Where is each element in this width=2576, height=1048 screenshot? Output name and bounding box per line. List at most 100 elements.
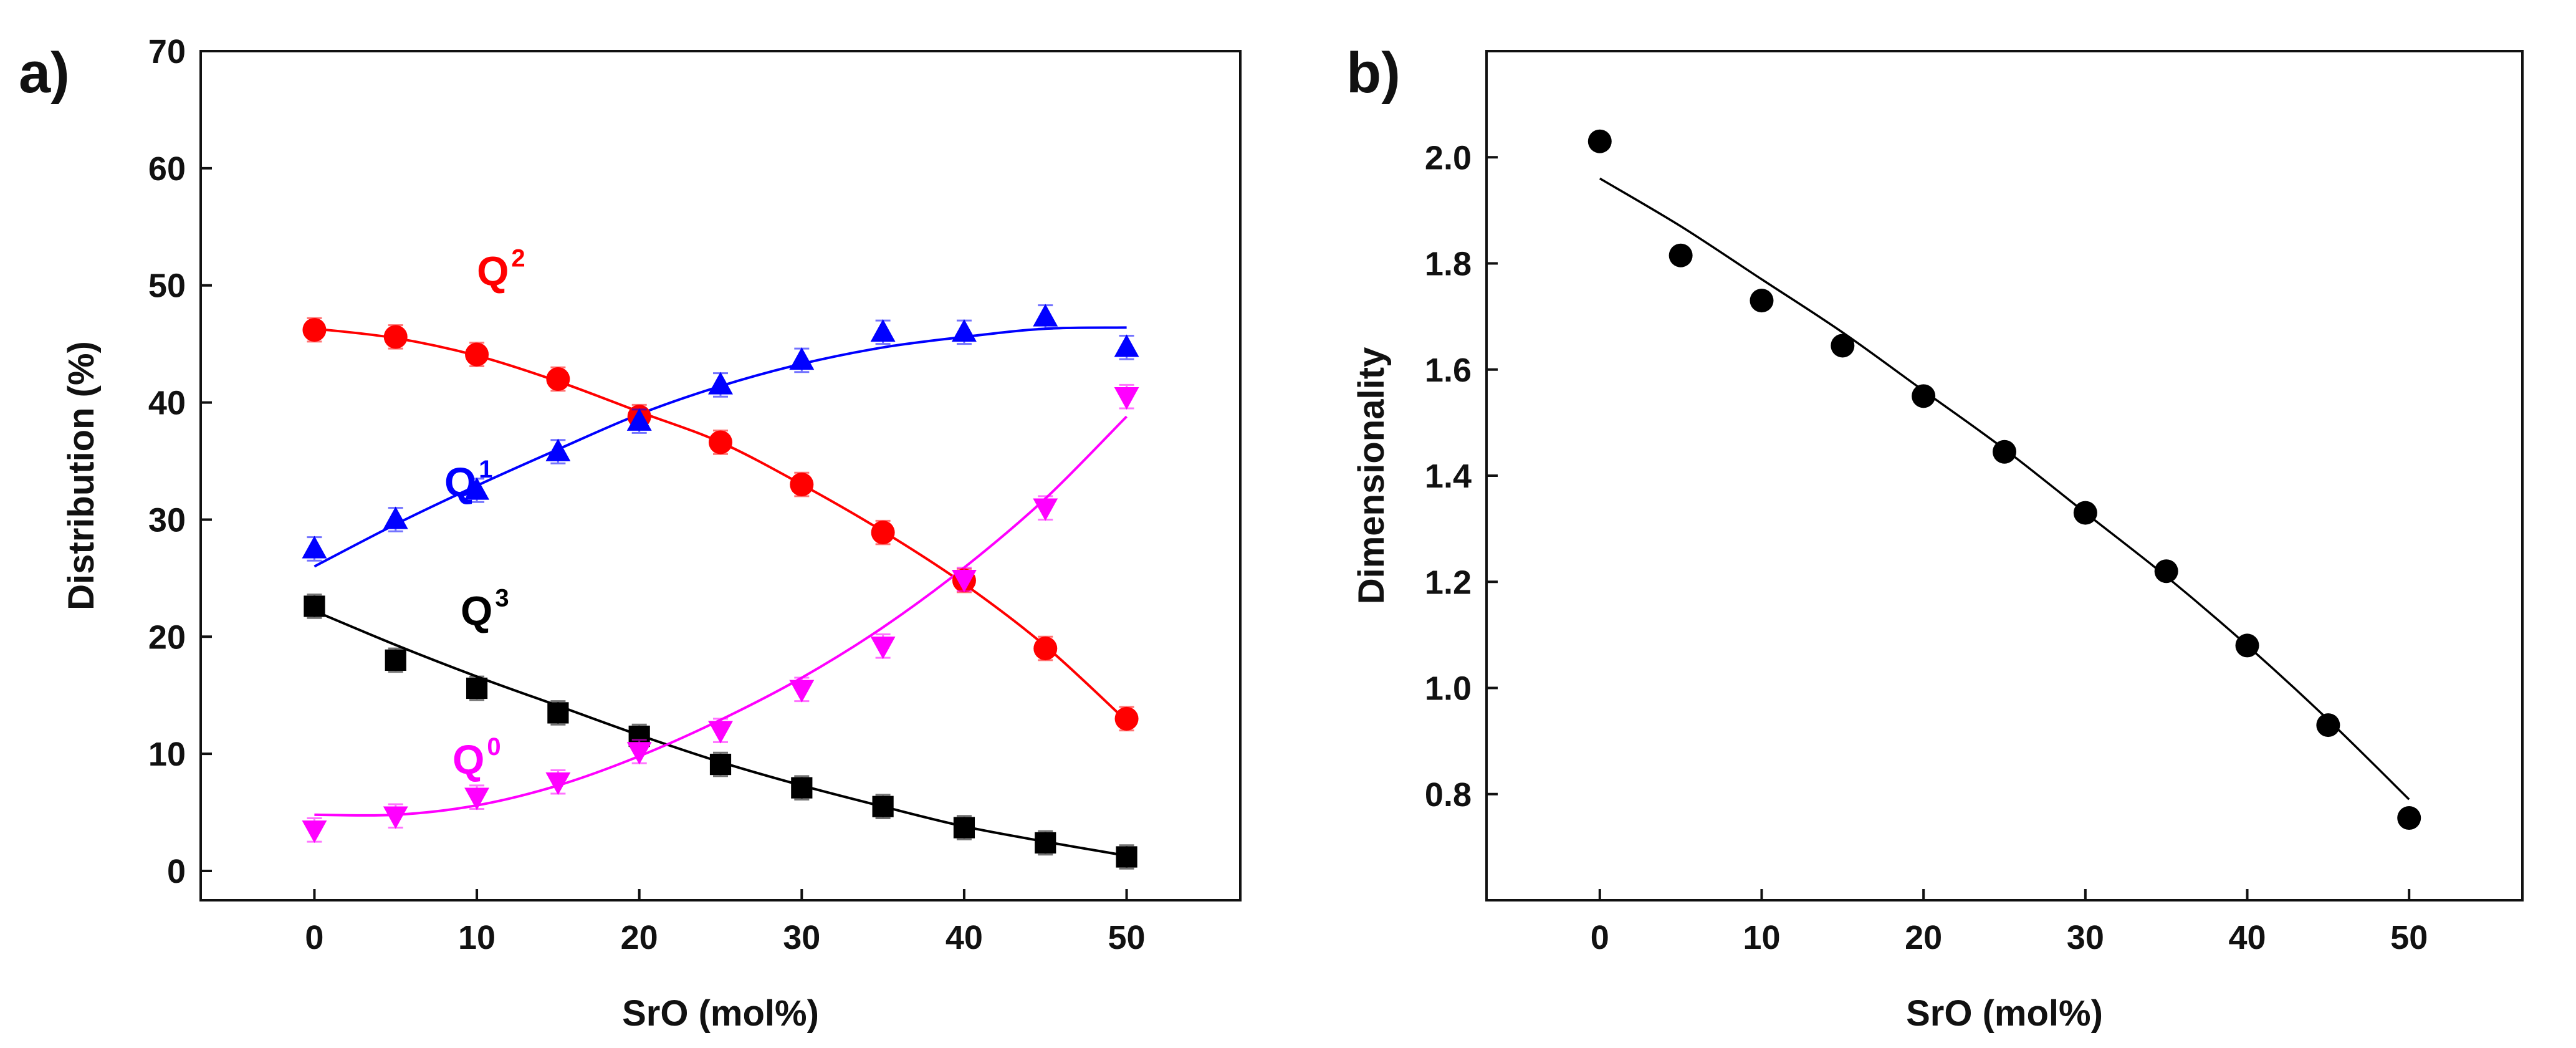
chart-0-series-0-point-3-marker <box>546 367 570 392</box>
chart-1-x-tick-label-4: 40 <box>2228 919 2266 956</box>
chart-0-series-1-point-9-marker <box>1033 304 1058 327</box>
panel-b-x-ticks: 0 10 20 30 40 50 <box>1591 889 2428 956</box>
chart-0-series-0-point-1-marker <box>383 325 408 349</box>
chart-0-series-0-point-6-marker <box>790 473 814 497</box>
chart-0-series-3-point-10-marker <box>1114 387 1139 410</box>
chart-0-series-2-point-5-marker <box>709 753 732 776</box>
chart-0-series-2-point-10-marker <box>1116 846 1137 868</box>
chart-1-series-0-point-9-marker <box>2316 713 2340 738</box>
chart-0-series-2-point-9-marker <box>1035 832 1056 854</box>
chart-0-series-0-point-2-marker <box>465 342 489 367</box>
chart-0-series-1-point-10-marker <box>1114 334 1139 357</box>
chart-0-series-3-point-1-marker <box>383 806 408 829</box>
chart-0-series-3-point-2-marker <box>464 787 490 810</box>
panel-a-label: a) <box>19 41 70 105</box>
chart-1-y-tick-label-1: 1.0 <box>1425 670 1472 708</box>
chart-0-series-2-point-7-marker <box>872 796 894 817</box>
panel-a-x-ticks: 0 10 20 30 40 50 <box>305 889 1146 956</box>
chart-0-x-tick-label-4: 40 <box>946 919 983 956</box>
panel-a-series-labels: Q 2Q 1Q 3Q 0 <box>444 245 525 782</box>
chart-0-series-2-point-8-marker <box>953 817 975 839</box>
chart-0-series-3-point-7-marker <box>870 637 896 660</box>
chart-0-series-2-point-6-marker <box>791 777 813 799</box>
chart-0-y-tick-label-6: 60 <box>148 150 186 188</box>
series-label-q1-superscript: 1 <box>479 456 492 483</box>
chart-1-series-0-point-1-marker <box>1669 243 1693 267</box>
chart-0-series-1-point-5-marker <box>708 372 733 395</box>
series-label-q0-main: Q <box>452 736 484 782</box>
chart-1-series-0-fit-line <box>1599 177 2410 800</box>
chart-0-y-tick-label-5: 50 <box>148 267 186 305</box>
series-label-q2-main: Q <box>477 248 509 294</box>
chart-0-series-3-point-5-marker <box>708 721 733 744</box>
chart-1-series-0-point-7-marker <box>2154 559 2178 584</box>
panel-a-plot-frame <box>199 50 1242 901</box>
chart-0-series-3-point-6-marker <box>789 680 815 703</box>
chart-1-series-0-point-6-marker <box>2073 501 2097 525</box>
chart-1-x-tick-label-5: 50 <box>2390 919 2428 956</box>
chart-1-series-0-point-4-marker <box>1912 384 1936 408</box>
chart-1-y-tick-label-0: 0.8 <box>1425 776 1472 814</box>
series-label-q3-superscript: 3 <box>495 585 509 612</box>
chart-1-series-0-point-3-marker <box>1831 334 1855 358</box>
chart-1-series-0-point-8-marker <box>2235 633 2259 658</box>
series-label-q1-main: Q <box>444 459 476 505</box>
chart-1-series-0-point-0-marker <box>1587 129 1612 153</box>
chart-0-series-0-point-0-marker <box>302 318 327 342</box>
chart-0-x-tick-label-3: 30 <box>783 919 820 956</box>
panel-b-y-axis-title: Dimensionality <box>1351 347 1392 605</box>
panel-b-dimensionality: b) 0.8 1.0 1.2 1.4 1.6 1.8 2.0 0 10 20 30 40 50 SrO… <box>1346 41 2524 1034</box>
chart-1-x-tick-label-2: 20 <box>1905 919 1942 956</box>
panel-a-data-markers <box>302 304 1139 870</box>
series-label-q0-superscript: 0 <box>487 733 500 761</box>
chart-0-series-1-point-6-marker <box>789 347 815 370</box>
panel-a-y-ticks: 0 10 20 30 40 50 60 70 <box>148 33 212 890</box>
chart-0-y-tick-label-3: 30 <box>148 501 186 539</box>
chart-0-series-1-point-2-marker <box>464 477 490 500</box>
chart-0-x-tick-label-1: 10 <box>458 919 496 956</box>
chart-1-series-0-point-10-marker <box>2397 806 2421 830</box>
panel-b-label: b) <box>1346 41 1401 105</box>
panel-b-data-markers <box>1587 129 2421 830</box>
panel-a-x-axis-title: SrO (mol%) <box>622 993 819 1034</box>
chart-1-y-tick-label-2: 1.2 <box>1425 564 1472 601</box>
panel-b-y-ticks: 0.8 1.0 1.2 1.4 1.6 1.8 2.0 <box>1425 139 1498 814</box>
chart-1-y-tick-label-5: 1.8 <box>1425 246 1472 283</box>
chart-0-y-tick-label-2: 20 <box>148 618 186 656</box>
chart-0-series-0-point-9-marker <box>1033 637 1058 661</box>
chart-0-series-3-point-8-marker <box>951 570 977 593</box>
panel-b-x-axis-title: SrO (mol%) <box>1906 993 2103 1034</box>
chart-0-series-3-point-4-marker <box>626 742 652 765</box>
chart-1-y-tick-label-3: 1.4 <box>1425 458 1472 495</box>
chart-0-y-tick-label-4: 40 <box>148 385 186 422</box>
chart-0-series-2-point-2-marker <box>466 677 488 699</box>
chart-0-series-0-fit-line <box>314 327 1128 723</box>
chart-0-x-tick-label-0: 0 <box>305 919 323 956</box>
chart-0-series-3-point-3-marker <box>545 772 571 796</box>
chart-1-y-tick-label-6: 2.0 <box>1425 139 1472 176</box>
series-label-q3-main: Q <box>461 588 492 634</box>
chart-0-series-0-point-5-marker <box>709 430 732 454</box>
chart-0-series-2-point-0-marker <box>304 595 325 617</box>
chart-0-series-1-point-0-marker <box>302 536 327 559</box>
chart-0-series-2-point-1-marker <box>385 649 406 671</box>
chart-1-y-tick-label-4: 1.6 <box>1425 352 1472 389</box>
panel-b-plot-frame <box>1485 50 2524 901</box>
chart-0-series-3-point-9-marker <box>1033 498 1058 521</box>
chart-0-series-2-point-3-marker <box>547 702 569 724</box>
chart-0-series-3-fit-line <box>314 415 1128 817</box>
chart-1-x-tick-label-1: 10 <box>1743 919 1780 956</box>
chart-0-y-tick-label-7: 70 <box>148 33 186 70</box>
chart-0-series-1-point-4-marker <box>626 408 652 431</box>
panel-b-fit-curve <box>1599 177 2410 800</box>
chart-0-series-1-point-1-marker <box>383 506 408 529</box>
chart-0-x-tick-label-2: 20 <box>621 919 658 956</box>
chart-0-series-0-point-7-marker <box>871 521 895 545</box>
chart-0-series-1-point-8-marker <box>951 319 977 342</box>
chart-1-x-tick-label-3: 30 <box>2067 919 2104 956</box>
chart-0-series-0-point-10-marker <box>1114 706 1139 731</box>
